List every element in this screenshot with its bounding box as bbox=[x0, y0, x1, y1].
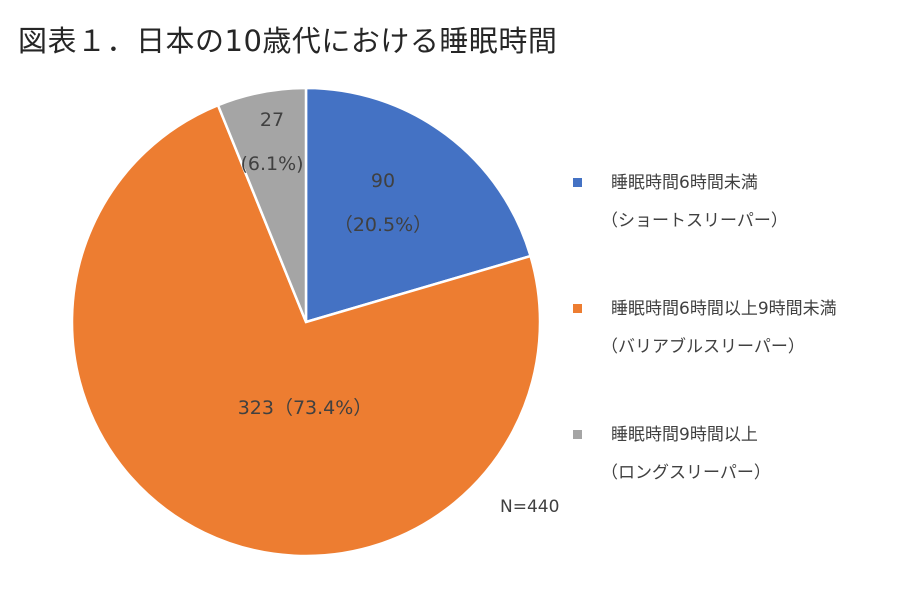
legend-sublabel: （バリアブルスリーパー） bbox=[601, 337, 805, 357]
slice-label-variable: 323（73.4%） bbox=[238, 397, 373, 419]
sample-size-note: N=440 bbox=[500, 497, 560, 517]
legend-swatch-variable bbox=[573, 304, 582, 313]
legend-label: 睡眠時間9時間以上 bbox=[611, 425, 758, 445]
legend-item-long-sleeper: 睡眠時間9時間以上 （ロングスリーパー） bbox=[573, 420, 893, 546]
legend: 睡眠時間6時間未満 （ショートスリーパー） 睡眠時間6時間以上9時間未満 （バリ… bbox=[573, 168, 893, 546]
legend-item-short-sleeper: 睡眠時間6時間未満 （ショートスリーパー） bbox=[573, 168, 893, 294]
slice-label-short-percent: （20.5%） bbox=[334, 214, 432, 236]
legend-swatch-long bbox=[573, 430, 582, 439]
pie-slice-short-sleeper bbox=[304, 86, 533, 324]
slice-label-long-value: 27 bbox=[260, 109, 284, 131]
legend-label: 睡眠時間6時間未満 bbox=[611, 173, 758, 193]
legend-swatch-short bbox=[573, 178, 582, 187]
chart-title: 図表１．日本の10歳代における睡眠時間 bbox=[18, 24, 558, 58]
slice-label-short-value: 90 bbox=[371, 170, 395, 192]
legend-sublabel: （ショートスリーパー） bbox=[601, 211, 788, 231]
slice-label-long-percent: (6.1%) bbox=[240, 153, 303, 175]
pie-slice-variable-sleeper bbox=[70, 103, 542, 558]
pie-slice-long-sleeper bbox=[216, 86, 308, 323]
legend-label: 睡眠時間6時間以上9時間未満 bbox=[611, 299, 837, 319]
legend-item-variable-sleeper: 睡眠時間6時間以上9時間未満 （バリアブルスリーパー） bbox=[573, 294, 893, 420]
legend-sublabel: （ロングスリーパー） bbox=[601, 463, 771, 483]
